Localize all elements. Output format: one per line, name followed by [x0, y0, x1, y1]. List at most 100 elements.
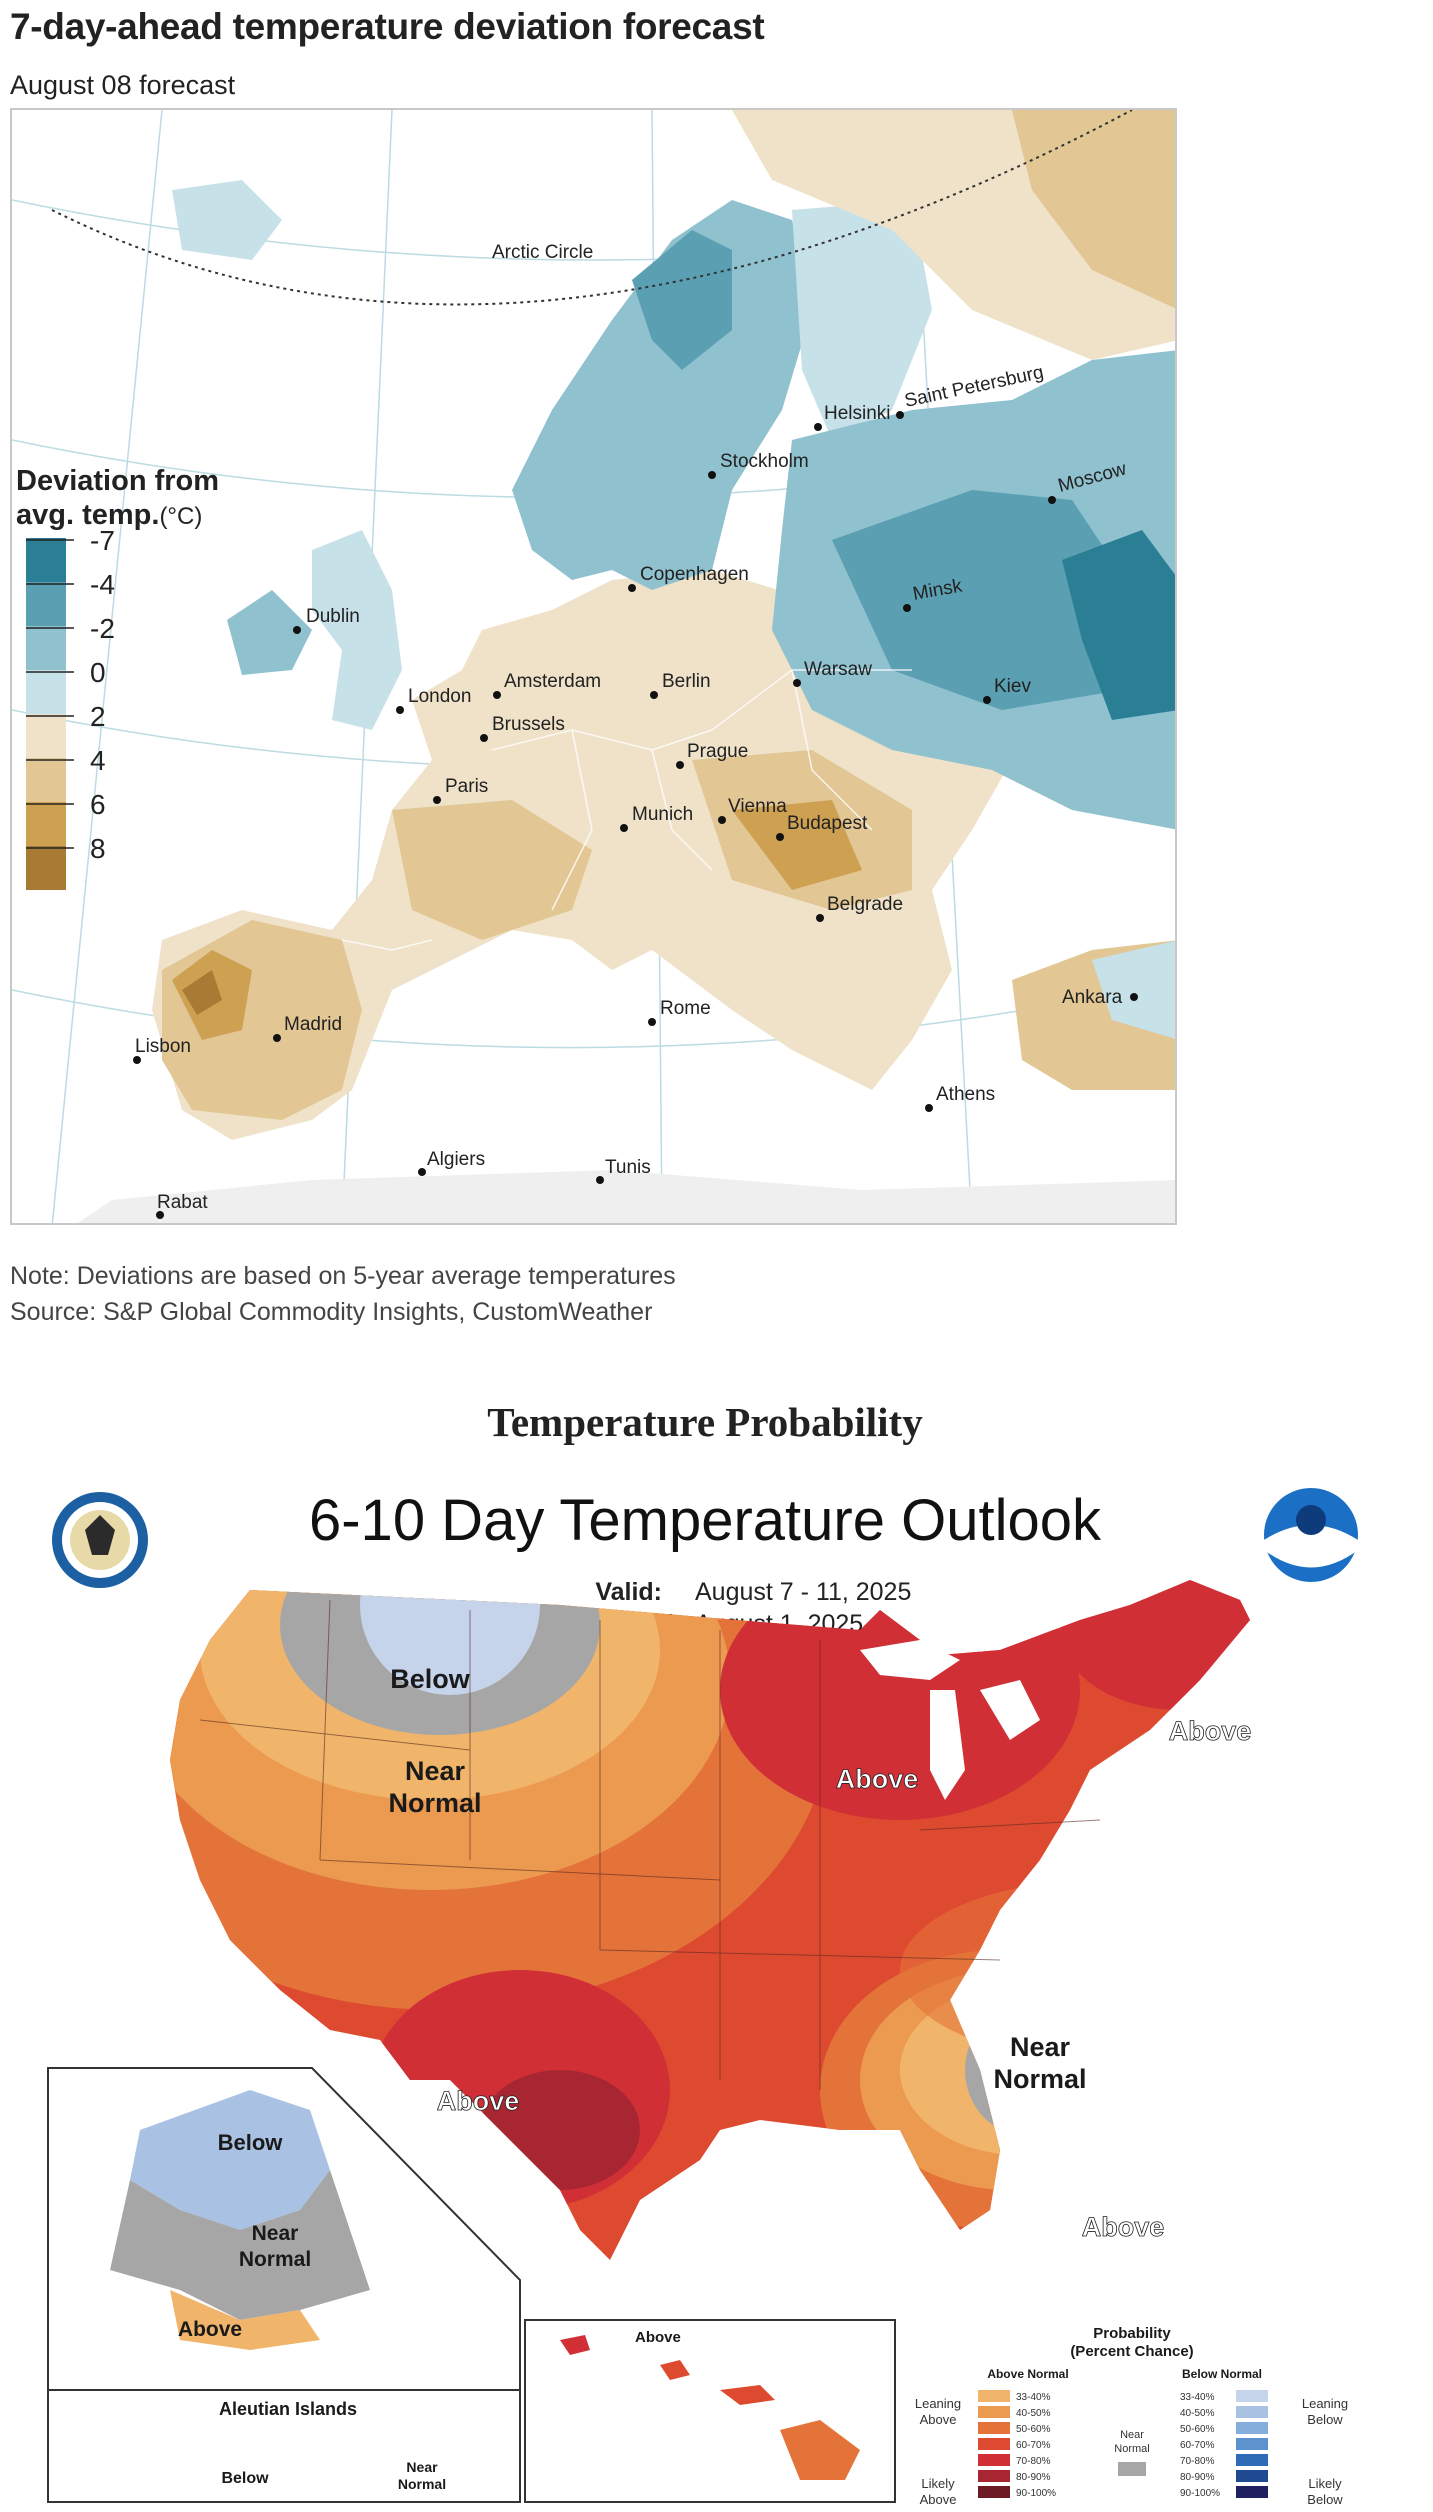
aleutian-label-near-1: Near [406, 2459, 438, 2475]
city-madrid: Madrid [273, 1014, 342, 1042]
northern-russia-warmer [1012, 110, 1175, 309]
near-normal-1: Near [1120, 2429, 1144, 2441]
us-section-heading: Temperature Probability [487, 1399, 923, 1445]
label-above-florida: Above [1082, 2212, 1165, 2242]
below-swatch [1236, 2422, 1268, 2434]
legend-value-label: 0 [90, 657, 106, 688]
svg-text:Helsinki: Helsinki [824, 403, 891, 424]
likely-below-2: Below [1307, 2492, 1343, 2507]
europe-map-canvas: Arctic Circle Dublin London Amsterdam Br… [12, 110, 1175, 1223]
city-copenhagen: Copenhagen [628, 564, 749, 592]
city-munich: Munich [620, 804, 693, 832]
city-vienna: Vienna [718, 796, 787, 824]
svg-text:Berlin: Berlin [662, 671, 711, 692]
above-swatch [978, 2406, 1010, 2418]
above-swatch [978, 2454, 1010, 2466]
svg-text:Budapest: Budapest [787, 813, 868, 834]
valid-value: August 7 - 11, 2025 [695, 1578, 911, 1606]
svg-text:Munich: Munich [632, 804, 693, 825]
city-rome: Rome [648, 998, 711, 1026]
legend-title-line1: Deviation from [16, 465, 219, 497]
city-brussels: Brussels [480, 714, 565, 742]
svg-text:Paris: Paris [445, 776, 488, 797]
prob-legend-title-1: Probability [1093, 2325, 1171, 2342]
europe-source: Source: S&P Global Commodity Insights, C… [10, 1298, 653, 1326]
label-below: Below [390, 1664, 471, 1694]
label-near-normal-line2: Normal [388, 1788, 481, 1818]
city-stockholm: Stockholm [708, 451, 809, 479]
city-rabat: Rabat [156, 1192, 208, 1219]
scandinavia [512, 200, 812, 590]
svg-text:Dublin: Dublin [306, 606, 360, 627]
legend-swatch [26, 538, 66, 582]
arctic-circle-label: Arctic Circle [492, 242, 593, 263]
city-athens: Athens [925, 1084, 995, 1112]
svg-text:Rome: Rome [660, 998, 711, 1019]
city-amsterdam: Amsterdam [493, 671, 601, 699]
label-near-southeast-line2: Normal [993, 2064, 1086, 2094]
city-berlin: Berlin [650, 671, 711, 699]
legend-value-label: 8 [90, 833, 106, 864]
legend-value-label: -7 [90, 525, 115, 556]
svg-text:Brussels: Brussels [492, 714, 565, 735]
svg-text:Madrid: Madrid [284, 1014, 342, 1035]
below-range-label: 90-100% [1180, 2488, 1220, 2499]
above-range-label: 80-90% [1016, 2472, 1051, 2483]
alaska-inset: Below Near Normal Above Aleutian Islands… [47, 2067, 521, 2503]
ireland [227, 590, 312, 675]
legend-value-label: 4 [90, 745, 106, 776]
city-london: London [396, 686, 471, 714]
svg-text:London: London [408, 686, 471, 707]
legend-value-label: 6 [90, 789, 106, 820]
finland [792, 200, 932, 440]
svg-text:Lisbon: Lisbon [135, 1036, 191, 1057]
aleutian-label-near-2: Normal [398, 2476, 446, 2492]
label-above-northeast: Above [1169, 1716, 1252, 1746]
prob-legend-title-2: (Percent Chance) [1070, 2343, 1193, 2360]
iceland [172, 180, 282, 260]
legend-swatch [26, 802, 66, 846]
legend-value-label: -4 [90, 569, 115, 600]
us-outlook-figure: 6-10 Day Temperature Outlook Valid: Augu… [47, 1488, 1358, 2507]
below-range-label: 60-70% [1180, 2440, 1215, 2451]
hawaii-label-above: Above [635, 2329, 681, 2346]
europe-map-subtitle: August 08 forecast [10, 70, 236, 100]
below-swatch [1236, 2390, 1268, 2402]
alaska-label-near-1: Near [252, 2222, 299, 2245]
valid-label: Valid: [595, 1578, 662, 1606]
warm-region-hungary [732, 800, 862, 890]
near-normal-swatch [1118, 2462, 1146, 2476]
legend-swatch [26, 758, 66, 802]
likely-above-1: Likely [921, 2476, 955, 2491]
svg-text:Belgrade: Belgrade [827, 894, 903, 915]
city-paris: Paris [433, 776, 488, 804]
noaa-logo [1264, 1488, 1358, 1582]
below-range-label: 50-60% [1180, 2424, 1215, 2435]
below-range-label: 33-40% [1180, 2392, 1215, 2403]
below-normal-header: Below Normal [1182, 2367, 1262, 2381]
leaning-below-2: Below [1307, 2412, 1343, 2427]
above-normal-header: Above Normal [987, 2367, 1068, 2381]
city-tunis: Tunis [596, 1157, 651, 1184]
above-swatch [978, 2486, 1010, 2498]
alaska-label-above: Above [178, 2318, 242, 2341]
europe-deviation-map: Arctic Circle Dublin London Amsterdam Br… [10, 108, 1177, 1225]
svg-text:Stockholm: Stockholm [720, 451, 809, 472]
above-swatch [978, 2438, 1010, 2450]
above-swatch [978, 2390, 1010, 2402]
above-range-label: 50-60% [1016, 2424, 1051, 2435]
below-swatch [1236, 2454, 1268, 2466]
city-warsaw: Warsaw [793, 659, 872, 687]
legend-swatch [26, 582, 66, 626]
below-range-label: 80-90% [1180, 2472, 1215, 2483]
above-range-label: 40-50% [1016, 2408, 1051, 2419]
city-ankara: Ankara [1062, 987, 1138, 1008]
city-kiev: Kiev [983, 676, 1031, 704]
likely-below-1: Likely [1308, 2476, 1342, 2491]
below-swatch [1236, 2486, 1268, 2498]
likely-above-2: Above [920, 2492, 957, 2507]
label-near-normal-line1: Near [405, 1756, 466, 1786]
europe-note: Note: Deviations are based on 5-year ave… [10, 1262, 676, 1290]
alaska-label-below: Below [218, 2130, 284, 2155]
warm-region-france [392, 800, 592, 940]
